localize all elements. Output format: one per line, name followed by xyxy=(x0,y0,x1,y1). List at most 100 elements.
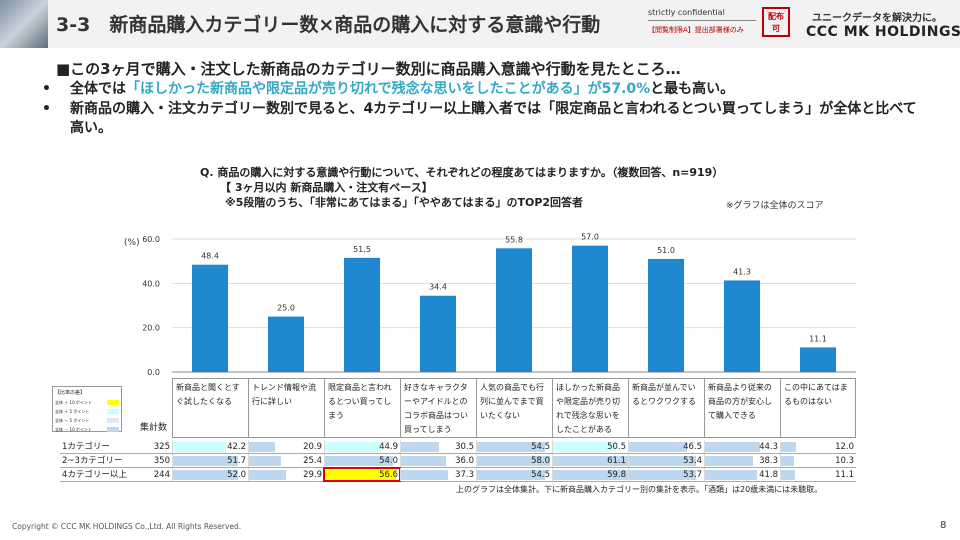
cell-bar xyxy=(781,470,795,480)
bar xyxy=(724,280,760,372)
footnote: 上のグラフは全体集計。下に新商品購入カテゴリー別の集計を表示。「酒類」は20歳未… xyxy=(456,485,823,494)
cell-value: 54.5 xyxy=(531,470,550,480)
cell-bar xyxy=(249,442,276,452)
table-cell: 53.7 xyxy=(628,468,704,481)
header-image xyxy=(0,0,48,48)
table-cell: 44.9 xyxy=(324,440,400,453)
category-label: この中にあてはまるものはない xyxy=(780,378,856,438)
distribution-stamp: 配布 可 xyxy=(762,7,790,37)
cell-value: 53.7 xyxy=(683,470,702,480)
category-label: 人気の商品でも行列に並んでまで買いたくない xyxy=(476,378,552,438)
table-cell: 46.5 xyxy=(628,440,704,453)
legend-swatch xyxy=(107,400,119,405)
y-tick-label: 0.0 xyxy=(147,368,160,377)
bullet-1-post: と最も高い。 xyxy=(650,81,735,97)
cell-value: 20.9 xyxy=(303,442,322,452)
copyright: Copyright © CCC MK HOLDINGS Co.,Ltd. All… xyxy=(12,522,242,531)
cell-value: 58.0 xyxy=(531,456,550,466)
cell-bar xyxy=(401,470,448,480)
table-cell: 11.1 xyxy=(780,468,856,481)
page-number: 8 xyxy=(940,520,947,531)
table-row: 1カテゴリー 325 42.2 20.9 44.9 30.5 54.5 50.5 46.5 44.… xyxy=(60,440,856,454)
cell-bar xyxy=(401,442,440,452)
table-cell: 58.0 xyxy=(476,454,552,467)
table-cell: 61.1 xyxy=(552,454,628,467)
bullet-1-pre: 全体では xyxy=(70,81,126,97)
bullet-1: • 全体では「ほしかった新商品や限定品が売り切れで残念な思いをしたことがある」が… xyxy=(42,80,930,99)
legend-label: 全体 － 5 ポイント xyxy=(55,417,90,423)
category-label: 新商品と聞くとすぐ試したくなる xyxy=(172,378,248,438)
cell-value: 46.5 xyxy=(683,442,702,452)
table-cell: 30.5 xyxy=(400,440,476,453)
count-header: 集計数 xyxy=(140,423,168,433)
cell-bar xyxy=(401,456,446,466)
category-label: ほしかった新商品や限定品が売り切れで残念な思いをしたことがある xyxy=(552,378,628,438)
cell-value: 53.4 xyxy=(683,456,702,466)
legend-row: 全体 ＋ 10 ポイント xyxy=(55,398,119,407)
table-cell: 53.4 xyxy=(628,454,704,467)
divider xyxy=(648,20,756,21)
cell-bar xyxy=(553,470,628,480)
cell-value: 12.0 xyxy=(835,442,854,452)
cell-value: 54.0 xyxy=(379,456,398,466)
table-cell: 50.5 xyxy=(552,440,628,453)
bullet-2-text: 新商品の購入・注文カテゴリー数別で見ると、4カテゴリー以上購入者では「限定商品と… xyxy=(70,101,917,136)
bar xyxy=(648,258,684,372)
legend-title: 【比率の差】 xyxy=(55,390,86,396)
legend-swatch xyxy=(107,427,119,432)
cell-value: 11.1 xyxy=(835,470,854,480)
table-cell: 41.8 xyxy=(704,468,780,481)
table-row: 2~3カテゴリー 350 51.7 25.4 54.0 36.0 58.0 61.1 53.4 3… xyxy=(60,454,856,468)
bullet-1-highlight: 「ほしかった新商品や限定品が売り切れで残念な思いをしたことがある」が57.0% xyxy=(126,81,651,97)
table-cell: 10.3 xyxy=(780,454,856,467)
bar xyxy=(496,248,532,372)
cell-value: 41.8 xyxy=(759,470,778,480)
bar-chart: (%) 0.0 20.0 40.0 60.0 48.4 25.0 51.5 34.4 55.8 57… xyxy=(124,233,856,377)
bullet-2: • 新商品の購入・注文カテゴリー数別で見ると、4カテゴリー以上購入者では「限定商… xyxy=(42,100,930,138)
legend-row: 全体 － 10 ポイント xyxy=(55,425,119,434)
data-label: 57.0 xyxy=(581,233,599,242)
cell-bar xyxy=(325,456,393,466)
question-line1: Q. 商品の購入に対する意識や行動について、それぞれどの程度あてはまりますか。（… xyxy=(200,166,724,179)
cell-bar xyxy=(781,442,796,452)
cell-bar xyxy=(173,470,238,480)
cell-bar xyxy=(781,456,794,466)
cell-bar xyxy=(173,442,226,452)
cell-bar xyxy=(477,456,550,466)
bar xyxy=(344,257,380,372)
legend-row: 全体 ＋ 5 ポイント xyxy=(55,407,119,416)
table-cell: 12.0 xyxy=(780,440,856,453)
page-title: 3-3 新商品購入カテゴリー数×商品の購入に対する意識や行動 xyxy=(56,14,601,36)
data-label: 11.1 xyxy=(809,334,827,343)
table-cell: 20.9 xyxy=(248,440,324,453)
cell-value: 38.3 xyxy=(759,456,778,466)
cell-bar xyxy=(477,470,546,480)
cell-value: 52.0 xyxy=(227,470,246,480)
category-label: 好きなキャラクターやアイドルとのコラボ商品はつい買ってしまう xyxy=(400,378,476,438)
chart-note: ※グラフは全体のスコア xyxy=(726,201,824,211)
row-label: 2~3カテゴリー xyxy=(62,456,123,466)
legend-row: 全体 － 5 ポイント xyxy=(55,416,119,425)
stamp-line2: 可 xyxy=(772,24,780,33)
cell-value: 25.4 xyxy=(303,456,322,466)
table-cell: 51.7 xyxy=(172,454,248,467)
cell-value: 51.7 xyxy=(227,456,246,466)
y-tick-label: 40.0 xyxy=(142,279,160,288)
table-cell: 52.0 xyxy=(172,468,248,481)
bar xyxy=(268,316,304,372)
cell-value: 54.5 xyxy=(531,442,550,452)
legend-box: 【比率の差】 全体 ＋ 10 ポイント 全体 ＋ 5 ポイント 全体 － 5 ポイン… xyxy=(52,386,122,432)
question-line2: 【 3ヶ月以内 新商品購入・注文有ベース】 xyxy=(220,181,433,194)
cell-bar xyxy=(629,456,696,466)
row-count: 350 xyxy=(153,456,170,466)
cell-bar xyxy=(705,470,758,480)
cell-value: 56.6 xyxy=(379,470,398,480)
cell-bar xyxy=(705,456,753,466)
table-cell: 25.4 xyxy=(248,454,324,467)
summary-heading: ■この3ヶ月で購入・注文した新商品のカテゴリー数別に商品購入意識や行動を見たとこ… xyxy=(56,60,681,78)
cell-value: 59.8 xyxy=(607,470,626,480)
table-cell: 44.3 xyxy=(704,440,780,453)
cell-value: 36.0 xyxy=(455,456,474,466)
bar xyxy=(420,295,456,372)
bar xyxy=(800,347,836,372)
